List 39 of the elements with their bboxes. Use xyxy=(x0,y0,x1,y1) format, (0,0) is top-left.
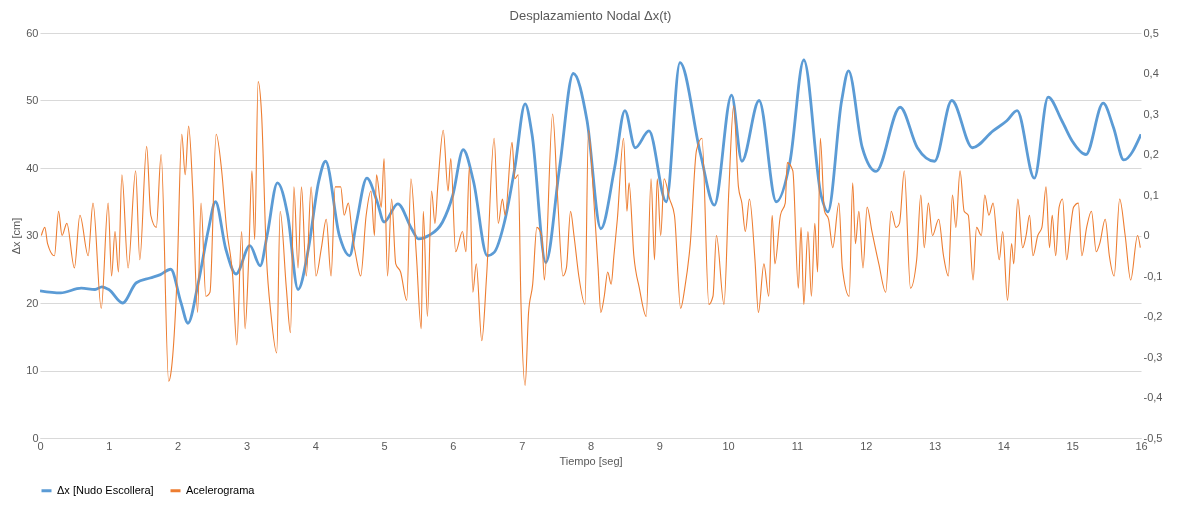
x-tick-label: 5 xyxy=(381,439,388,452)
x-tick-label: 12 xyxy=(860,439,873,452)
y-tick-label: 10 xyxy=(26,364,39,376)
y-tick-label: 50 xyxy=(26,94,39,106)
x-tick-label: 2 xyxy=(175,439,182,452)
y2-tick-label: -0,4 xyxy=(1143,391,1163,403)
x-tick-label: 11 xyxy=(791,439,804,452)
y2-tick-label: 0,2 xyxy=(1143,148,1159,160)
x-tick-label: 14 xyxy=(997,439,1010,452)
x-tick-label: 7 xyxy=(519,439,526,452)
y-axis-title: Δx [cm] xyxy=(10,217,23,255)
y2-tick-label: -0,1 xyxy=(1143,269,1163,282)
x-tick-label: 1 xyxy=(106,439,113,452)
y-tick-label: 20 xyxy=(26,296,39,309)
x-tick-label: 10 xyxy=(722,439,735,452)
y-tick-label: 0 xyxy=(32,431,39,444)
legend-label: Δx [Nudo Escollera] xyxy=(57,483,154,496)
x-tick-label: 4 xyxy=(312,439,319,452)
chart-title: Desplazamiento Nodal Δx(t) xyxy=(509,8,672,23)
line-series xyxy=(40,58,1141,325)
x-tick-label: 8 xyxy=(587,439,595,452)
y2-tick-label: 0,1 xyxy=(1143,188,1159,201)
x-tick-label: 15 xyxy=(1066,439,1079,452)
x-tick-label: 3 xyxy=(243,439,250,452)
x-tick-label: 6 xyxy=(450,439,457,452)
y2-tick-label: -0,3 xyxy=(1143,350,1163,363)
y-tick-label: 30 xyxy=(26,229,39,241)
y2-tick-label: -0,2 xyxy=(1143,310,1163,322)
y-tick-label: 40 xyxy=(26,161,39,174)
y2-tick-label: 0,5 xyxy=(1143,26,1159,39)
line-series xyxy=(40,81,1141,386)
x-axis-title: Tiempo [seg] xyxy=(559,454,623,467)
y2-tick-label: 0 xyxy=(1143,229,1150,241)
y-tick-label: 60 xyxy=(26,26,39,39)
y2-tick-label: 0,4 xyxy=(1143,67,1159,79)
x-tick-label: 13 xyxy=(928,439,942,452)
x-tick-label: 9 xyxy=(656,439,663,452)
legend-label: Acelerograma xyxy=(186,483,256,496)
y2-tick-label: 0,3 xyxy=(1143,107,1159,120)
